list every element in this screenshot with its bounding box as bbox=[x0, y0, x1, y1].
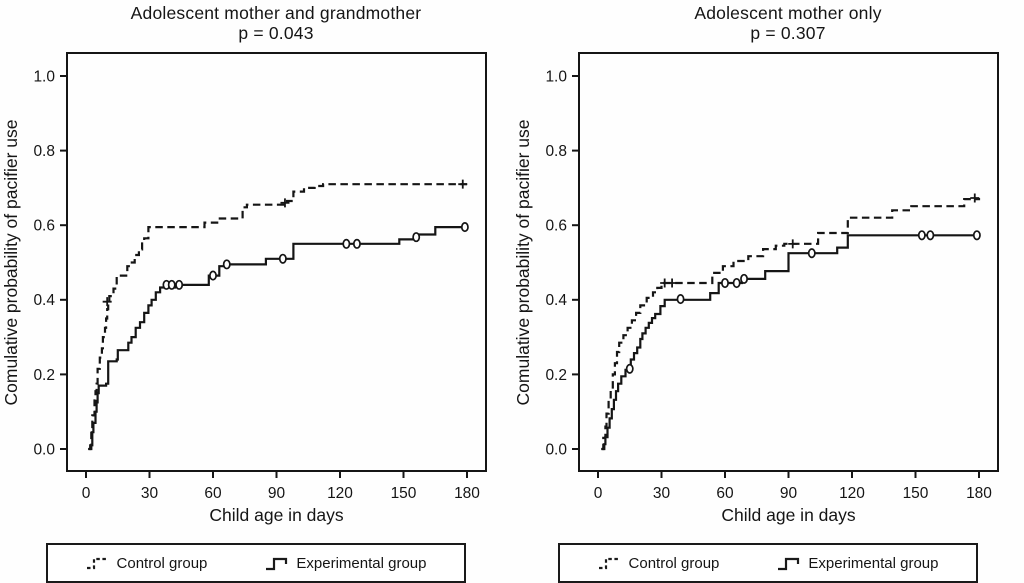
censor-circle-mark bbox=[740, 273, 748, 284]
censor-circle-mark bbox=[926, 230, 935, 241]
censor-circle-mark bbox=[972, 230, 981, 241]
y-tick-label: 0.6 bbox=[33, 218, 55, 235]
censor-circle-mark bbox=[167, 279, 176, 290]
panel-right: Adolescent mother only p = 0.307 0.0 0.2 0… bbox=[512, 0, 1024, 583]
censor-circle-mark bbox=[342, 238, 351, 249]
censor-circle-mark bbox=[732, 277, 741, 289]
km-plot-left: 0.0 0.2 0.4 0.6 0.8 1.0 0 30 60 90 120 150 180 Child … bbox=[1, 52, 487, 525]
x-tick-label: 0 bbox=[594, 485, 603, 502]
panel-right-title-block: Adolescent mother only p = 0.307 bbox=[512, 0, 1024, 47]
legend-control-label: Control group bbox=[116, 554, 208, 572]
censor-circle-mark bbox=[412, 232, 421, 243]
y-tick-label: 0.4 bbox=[33, 292, 55, 309]
legend-item-experimental: Experimental group bbox=[777, 555, 938, 572]
censor-plus-mark bbox=[102, 297, 112, 307]
legend-box-left: Control group Experimental group bbox=[46, 543, 466, 583]
x-tick-label: 120 bbox=[839, 485, 865, 502]
x-tick-label: 150 bbox=[391, 485, 417, 502]
y-tick-label: 1.0 bbox=[545, 68, 567, 85]
x-axis-label: Child age in days bbox=[721, 505, 855, 525]
y-axis-label: Comulative probability of pacifier use bbox=[1, 120, 21, 406]
dashed-step-line-icon bbox=[86, 557, 106, 569]
legend-experimental-label: Experimental group bbox=[808, 554, 939, 572]
panel-left-title-block: Adolescent mother and grandmother p = 0.… bbox=[0, 0, 512, 47]
x-tick-label: 60 bbox=[204, 485, 222, 502]
censor-plus-mark bbox=[280, 198, 290, 208]
censor-circle-mark bbox=[209, 270, 217, 281]
x-tick-label: 90 bbox=[268, 485, 286, 502]
x-tick-label: 150 bbox=[903, 485, 929, 502]
panel-right-title: Adolescent mother only bbox=[694, 3, 882, 23]
legend-control-label: Control group bbox=[628, 554, 720, 572]
legend-box-right: Control group Experimental group bbox=[558, 543, 978, 583]
censor-circle-mark bbox=[721, 277, 729, 289]
legend-item-control: Control group bbox=[86, 554, 208, 572]
y-tick-label: 0.2 bbox=[545, 367, 567, 384]
y-tick-label: 0.0 bbox=[33, 441, 55, 458]
solid-step-line-icon bbox=[778, 557, 800, 570]
y-axis-label: Comulative probability of pacifier use bbox=[513, 120, 533, 406]
x-tick-label: 180 bbox=[966, 485, 992, 502]
censor-circle-mark bbox=[352, 238, 361, 249]
x-tick-label: 180 bbox=[454, 485, 480, 502]
y-tick-label: 0.8 bbox=[33, 143, 55, 160]
x-tick-label: 90 bbox=[780, 485, 798, 502]
censor-circle-mark bbox=[917, 230, 926, 241]
control-curve bbox=[89, 183, 467, 451]
km-plot-right: 0.0 0.2 0.4 0.6 0.8 1.0 0 30 60 90 120 150 180 Child … bbox=[513, 52, 999, 525]
y-tick-label: 1.0 bbox=[33, 68, 55, 85]
x-axis-label: Child age in days bbox=[209, 505, 343, 525]
x-tick-label: 0 bbox=[82, 485, 91, 502]
censor-circle-mark bbox=[278, 253, 287, 264]
experimental-curve bbox=[88, 226, 469, 451]
panel-right-pvalue: p = 0.307 bbox=[750, 23, 826, 43]
y-tick-label: 0.8 bbox=[545, 143, 567, 160]
dashed-step-line-icon bbox=[598, 557, 618, 569]
plot-frame bbox=[66, 52, 487, 472]
censor-circle-mark bbox=[807, 248, 816, 259]
y-tick-label: 0.0 bbox=[545, 441, 567, 458]
y-tick-label: 0.2 bbox=[33, 367, 55, 384]
experimental-curve bbox=[602, 234, 981, 451]
censor-plus-mark bbox=[788, 239, 798, 249]
panel-left-pvalue: p = 0.043 bbox=[238, 23, 314, 43]
legend-experimental-label: Experimental group bbox=[296, 554, 427, 572]
censor-circle-mark bbox=[175, 279, 184, 290]
panel-left: Adolescent mother and grandmother p = 0.… bbox=[0, 0, 512, 583]
censor-plus-mark bbox=[667, 278, 677, 288]
censor-plus-mark bbox=[970, 193, 980, 203]
y-tick-label: 0.4 bbox=[545, 292, 567, 309]
y-tick-label: 0.6 bbox=[545, 218, 567, 235]
censor-plus-mark bbox=[458, 179, 468, 189]
solid-step-line-icon bbox=[266, 557, 288, 570]
x-tick-label: 30 bbox=[653, 485, 671, 502]
legend-item-control: Control group bbox=[598, 554, 720, 572]
x-tick-label: 30 bbox=[141, 485, 159, 502]
x-tick-label: 120 bbox=[327, 485, 353, 502]
censor-circle-mark bbox=[222, 259, 231, 270]
panel-left-title: Adolescent mother and grandmother bbox=[130, 3, 422, 23]
censor-circle-mark bbox=[676, 294, 685, 305]
x-tick-label: 60 bbox=[716, 485, 734, 502]
legend-item-experimental: Experimental group bbox=[265, 555, 426, 572]
censor-circle-mark bbox=[625, 363, 634, 374]
censor-circle-mark bbox=[460, 222, 469, 233]
